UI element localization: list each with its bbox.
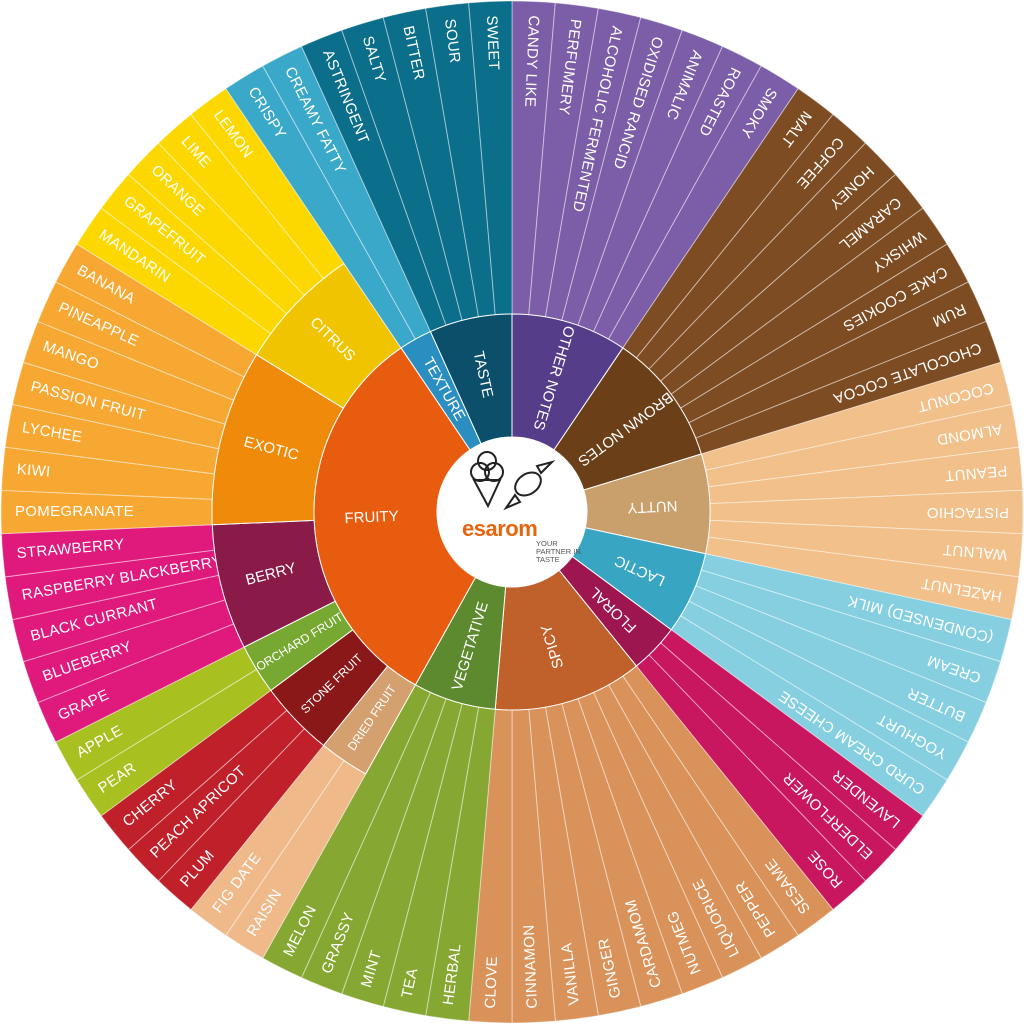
flavour-label: SWEET — [483, 15, 502, 71]
brand: esarom — [462, 516, 538, 541]
category-label: FRUITY — [344, 508, 399, 527]
tagline: YOUR PARTNER IN TASTE — [536, 539, 581, 564]
flavour-label: POMEGRANATE — [15, 503, 134, 520]
flavour-label: SOUR — [441, 18, 464, 64]
flavour-label: TEA — [398, 967, 421, 1000]
logo-disc — [437, 437, 587, 587]
flavour-label: CANDY LIKE — [521, 15, 542, 108]
flavour-label: CINNAMON — [521, 924, 542, 1009]
flavour-label: PISTACHIO — [927, 504, 1009, 521]
flavour-label: KIWI — [16, 461, 51, 481]
flavour-label: PEANUT — [944, 462, 1008, 484]
flavour-label: WALNUT — [942, 541, 1008, 563]
flavour-label: CLOVE — [482, 956, 501, 1009]
category-label: NUTTY — [627, 497, 678, 516]
